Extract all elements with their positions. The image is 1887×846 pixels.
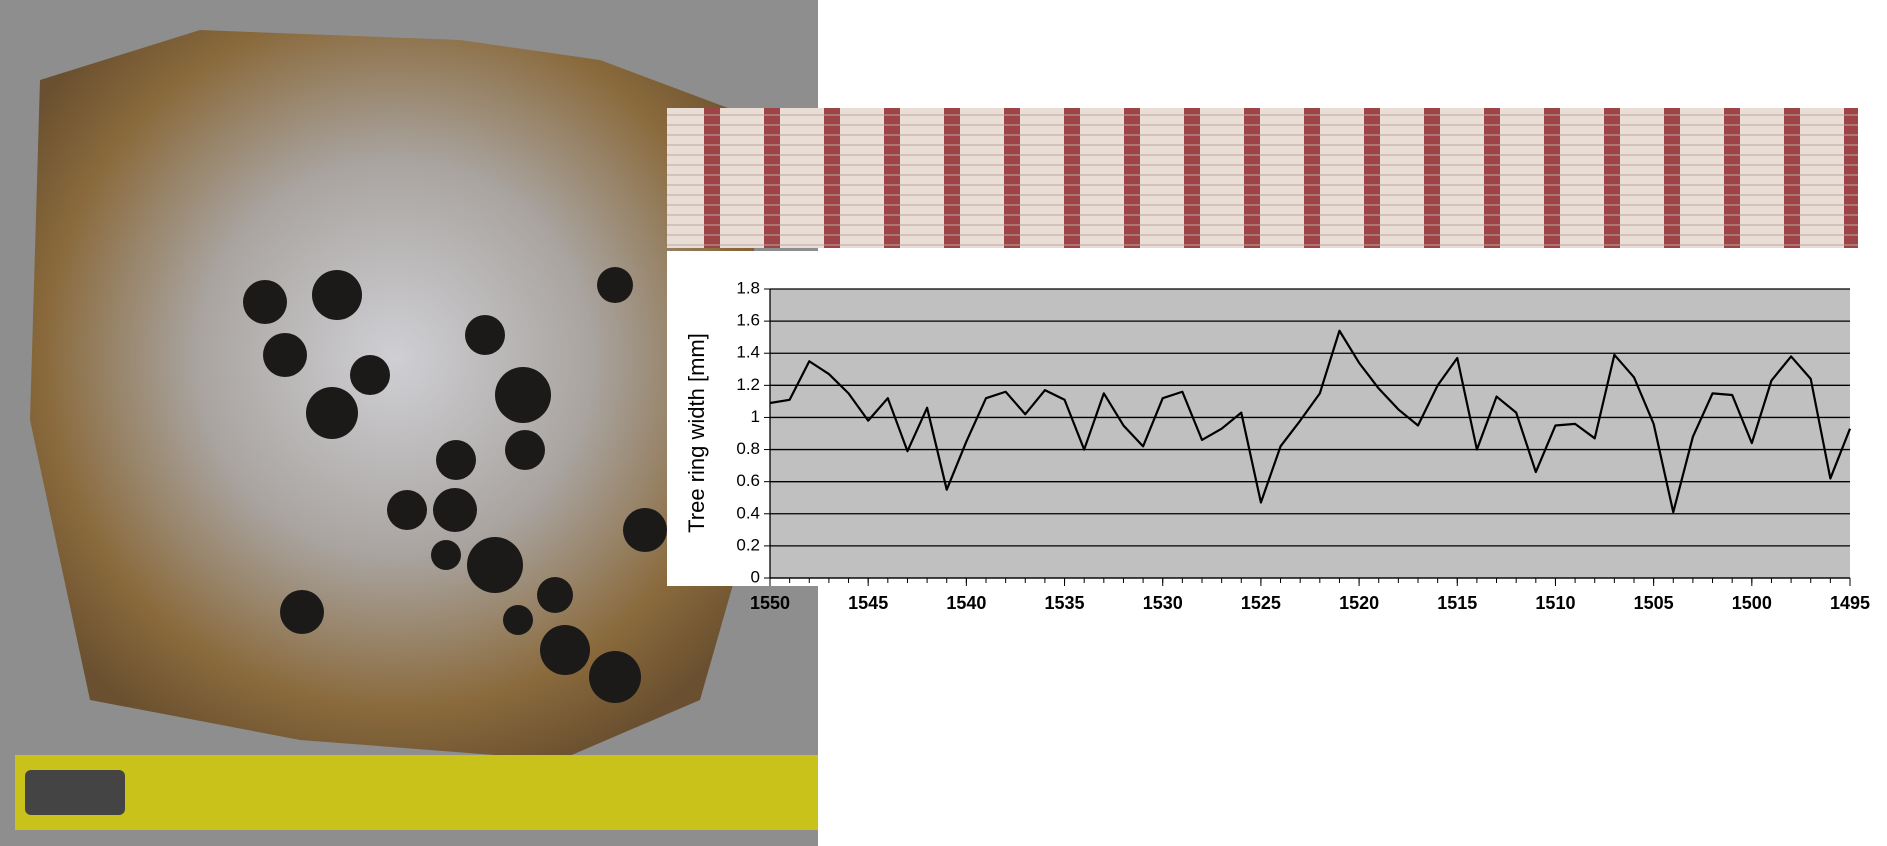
x-tick-label: 1510	[1535, 593, 1575, 613]
y-tick-label: 0	[751, 567, 760, 586]
x-tick-label: 1520	[1339, 593, 1379, 613]
y-tick-label: 0.8	[736, 439, 760, 458]
x-tick-label: 1530	[1143, 593, 1183, 613]
y-tick-label: 1	[751, 407, 760, 426]
x-tick-label: 1540	[946, 593, 986, 613]
x-tick-label: 1525	[1241, 593, 1281, 613]
y-tick-label: 1.4	[736, 343, 760, 362]
x-tick-label: 1545	[848, 593, 888, 613]
y-tick-label: 0.2	[736, 535, 760, 554]
page: Tree ring width [mm] 0 0.2 0.4 0.6 0.8 1 1.2 1.…	[0, 0, 1887, 846]
wood-section	[667, 108, 1858, 248]
y-tick-label: 1.6	[736, 311, 760, 330]
y-tick-label: 1.2	[736, 375, 760, 394]
x-tick-label: 1550	[750, 593, 790, 613]
y-tick-label: 0.4	[736, 503, 760, 522]
x-tick-label: 1515	[1437, 593, 1477, 613]
figure: Tree ring width [mm] 0 0.2 0.4 0.6 0.8 1 1.2 1.…	[0, 0, 1887, 846]
x-tick-label: 1505	[1634, 593, 1674, 613]
y-axis-label: Tree ring width [mm]	[684, 333, 709, 533]
y-tick-label: 1.8	[736, 278, 760, 297]
plot-area	[770, 289, 1850, 578]
x-tick-label: 1495	[1830, 593, 1870, 613]
y-tick-label: 0.6	[736, 471, 760, 490]
x-tick-label: 1535	[1045, 593, 1085, 613]
x-tick-label: 1500	[1732, 593, 1772, 613]
